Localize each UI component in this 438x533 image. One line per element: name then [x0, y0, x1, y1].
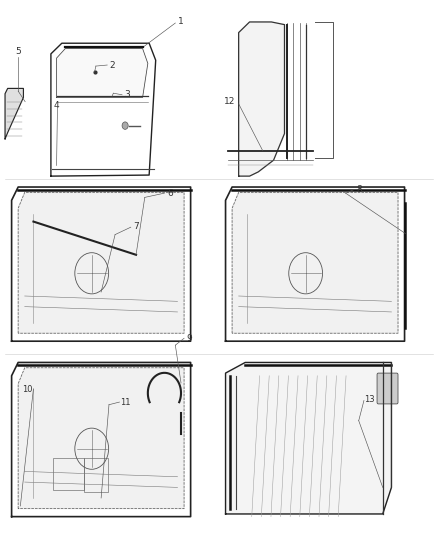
Polygon shape [57, 49, 148, 98]
Polygon shape [5, 88, 23, 139]
Text: 7: 7 [133, 222, 139, 231]
Text: 3: 3 [124, 90, 130, 99]
Text: 12: 12 [224, 97, 235, 106]
Text: 10: 10 [21, 385, 32, 394]
Text: 9: 9 [187, 334, 192, 343]
Polygon shape [226, 362, 392, 514]
Circle shape [122, 122, 128, 130]
Polygon shape [239, 22, 285, 176]
Text: 2: 2 [110, 61, 115, 69]
Bar [84, 458, 108, 492]
Polygon shape [18, 192, 184, 333]
Bar [53, 458, 84, 490]
Text: 8: 8 [357, 185, 363, 194]
Polygon shape [18, 368, 184, 508]
Text: 5: 5 [15, 47, 21, 55]
Polygon shape [232, 192, 398, 333]
Text: 1: 1 [178, 18, 184, 27]
Text: 13: 13 [364, 395, 375, 404]
Text: 4: 4 [53, 101, 59, 110]
Text: 11: 11 [120, 398, 131, 407]
Text: 6: 6 [167, 189, 173, 198]
FancyBboxPatch shape [377, 373, 398, 404]
